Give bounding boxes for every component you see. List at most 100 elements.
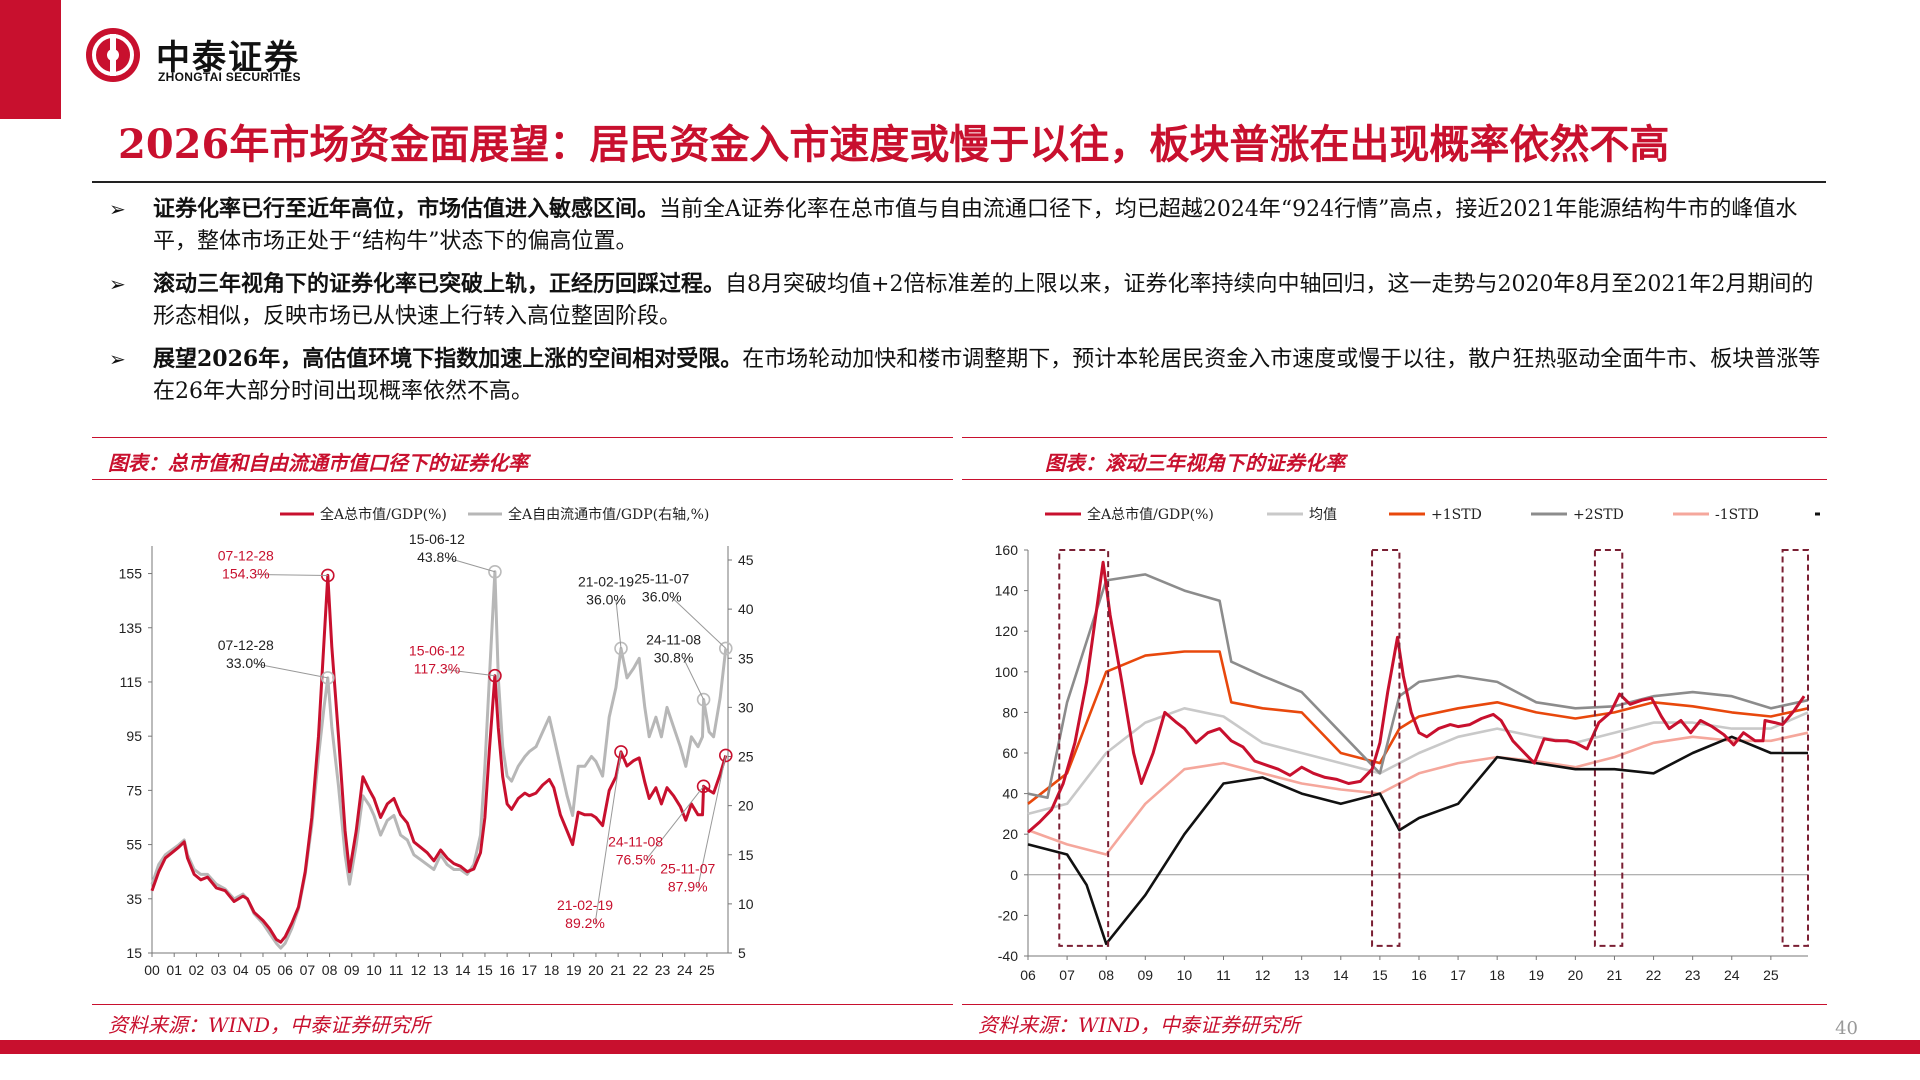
right-chart-top-rule <box>962 437 1827 438</box>
x-tick-label: 10 <box>366 962 382 978</box>
y-tick-label: 60 <box>1002 745 1018 761</box>
x-tick-label: 20 <box>1568 967 1584 983</box>
left-chart-source: 资料来源：WIND，中泰证券研究所 <box>108 1013 430 1037</box>
left-chart-top-rule <box>92 437 953 438</box>
y-tick-label: -40 <box>998 948 1018 964</box>
legend-label: 全A自由流通市值/GDP(右轴,%) <box>508 506 709 523</box>
x-tick-label: 02 <box>189 962 205 978</box>
y-tick-label: 40 <box>1002 786 1018 802</box>
y-tick-label: 0 <box>1010 867 1018 883</box>
y-right-tick-label: 40 <box>738 601 754 617</box>
bullet-bold: 展望2026年，高估值环境下指数加速上涨的空间相对受限。 <box>153 346 743 372</box>
brand-name-en: ZHONGTAI SECURITIES <box>158 70 301 84</box>
x-tick-label: 25 <box>699 962 715 978</box>
annotation-marker <box>488 668 502 683</box>
annotation-marker <box>320 671 335 685</box>
bullet-bold: 证券化率已行至近年高位，市场估值进入敏感区间。 <box>153 196 660 222</box>
series-line <box>150 573 728 944</box>
x-tick-label: 24 <box>677 962 693 978</box>
left-chart-caption: 图表：总市值和自由流通市值口径下的证券化率 <box>108 451 528 475</box>
annotation-leader <box>645 786 704 861</box>
series-line <box>1027 560 1806 834</box>
x-tick-label: 09 <box>1138 967 1154 983</box>
x-tick-label: 22 <box>633 962 649 978</box>
left-chart: 15 35 55 75 95 115 135 155 5 10 15 20 25 30 35 40 45 00 01… <box>100 492 940 992</box>
y-right-tick-label: 10 <box>738 896 754 912</box>
series-line <box>150 570 728 950</box>
y-tick-label: 75 <box>126 782 142 798</box>
annotation-date: 21-02-19 <box>578 573 634 589</box>
x-tick-label: 06 <box>1020 967 1036 983</box>
x-tick-label: 22 <box>1646 967 1662 983</box>
y-tick-label: 15 <box>126 945 142 961</box>
page-number: 40 <box>1835 1018 1858 1039</box>
series-line <box>1027 735 1808 946</box>
bullet-bold: 滚动三年视角下的证券化率已突破上轨，正经历回踩过程。 <box>153 271 726 297</box>
bullet-item: ➢ 证券化率已行至近年高位，市场估值进入敏感区间。当前全A证券化率在总市值与自由… <box>105 193 1830 258</box>
x-tick-label: 10 <box>1177 967 1193 983</box>
bullet-marker-icon: ➢ <box>109 347 126 371</box>
x-tick-label: 25 <box>1763 967 1779 983</box>
x-tick-label: 15 <box>477 962 493 978</box>
y-tick-label: 20 <box>1002 826 1018 842</box>
x-tick-label: 18 <box>1489 967 1505 983</box>
annotation-leader <box>446 669 495 677</box>
y-right-tick-label: 45 <box>738 552 754 568</box>
y-right-tick-label: 20 <box>738 798 754 814</box>
x-tick-label: 23 <box>1685 967 1701 983</box>
y-tick-label: -20 <box>998 907 1018 923</box>
x-tick-label: 00 <box>144 962 160 978</box>
x-tick-label: 12 <box>1255 967 1271 983</box>
y-tick-label: 135 <box>119 620 143 636</box>
x-tick-label: 09 <box>344 962 360 978</box>
right-chart-caption: 图表：滚动三年视角下的证券化率 <box>1045 451 1345 475</box>
left-chart-svg: 15 35 55 75 95 115 135 155 5 10 15 20 25 30 35 40 45 00 01… <box>119 506 754 978</box>
bullet-list: ➢ 证券化率已行至近年高位，市场估值进入敏感区间。当前全A证券化率在总市值与自由… <box>105 193 1830 418</box>
y-tick-label: 120 <box>995 623 1019 639</box>
x-tick-label: 23 <box>655 962 671 978</box>
y-tick-label: 35 <box>126 891 142 907</box>
y-tick-label: 55 <box>126 837 142 853</box>
legend-label: -1STD <box>1715 507 1759 523</box>
x-tick-label: 07 <box>1059 967 1075 983</box>
right-chart-source: 资料来源：WIND，中泰证券研究所 <box>978 1013 1300 1037</box>
y-tick-label: 80 <box>1002 704 1018 720</box>
x-tick-label: 01 <box>166 962 182 978</box>
annotation-marker <box>488 564 502 579</box>
x-tick-label: 11 <box>389 962 404 978</box>
y-right-tick-label: 5 <box>738 945 746 961</box>
right-chart-caption-rule <box>962 479 1827 480</box>
right-chart-bottom-rule <box>962 1004 1827 1005</box>
bullet-item: ➢ 展望2026年，高估值环境下指数加速上涨的空间相对受限。在市场轮动加快和楼市… <box>105 343 1830 408</box>
highlight-period-box <box>1058 549 1110 947</box>
x-tick-label: 14 <box>1333 967 1349 983</box>
bullet-marker-icon: ➢ <box>109 272 126 296</box>
annotation-leader <box>697 755 727 888</box>
annotation-value: 76.5% <box>616 851 656 867</box>
x-tick-label: 21 <box>1607 967 1623 983</box>
left-chart-bottom-rule <box>92 1004 953 1005</box>
annotation-marker <box>614 745 628 759</box>
series-line <box>1027 707 1809 816</box>
y-tick-label: 95 <box>126 728 142 744</box>
annotation-date: 15-06-12 <box>409 531 465 547</box>
annotation-date: 24-11-08 <box>608 833 663 849</box>
x-tick-label: 08 <box>322 962 338 978</box>
brand-logo: 中泰证券 ZHONGTAI SECURITIES <box>84 26 344 86</box>
y-tick-label: 140 <box>995 583 1019 599</box>
annotation-date: 07-12-28 <box>218 547 274 563</box>
x-tick-label: 24 <box>1724 967 1740 983</box>
annotation-date: 15-06-12 <box>409 643 465 659</box>
annotation-date: 25-11-07 <box>634 570 689 586</box>
legend-label: 全A总市值/GDP(%) <box>320 506 447 523</box>
annotation-marker <box>718 641 733 656</box>
series-line <box>1027 731 1809 856</box>
brand-name-cn: 中泰证券 <box>156 38 300 78</box>
annotation-date: 24-11-08 <box>646 632 701 648</box>
highlight-period-box <box>1371 549 1401 947</box>
x-tick-label: 17 <box>1450 967 1466 983</box>
x-tick-label: 06 <box>277 962 293 978</box>
x-tick-label: 05 <box>255 962 271 978</box>
annotation-leader <box>446 557 496 573</box>
x-tick-label: 14 <box>455 962 471 978</box>
